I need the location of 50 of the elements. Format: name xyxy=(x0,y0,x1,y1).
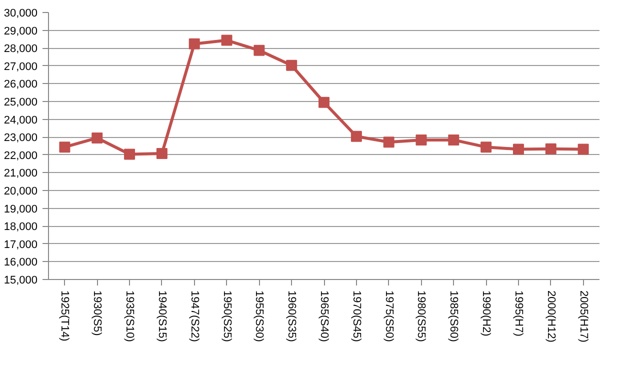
point xyxy=(92,132,103,144)
x-tick-label: 1985(S60) xyxy=(448,290,460,342)
point xyxy=(156,148,168,159)
point xyxy=(254,44,265,56)
x-tick-label: 1960(S35) xyxy=(286,290,298,342)
point xyxy=(59,142,70,153)
point xyxy=(350,130,362,142)
x-tick-label: 1955(S30) xyxy=(253,290,266,342)
x-tick-label: 1995(H7) xyxy=(512,290,524,336)
point xyxy=(512,144,524,155)
x-tick-label: 1975(S50) xyxy=(382,290,395,342)
y-tick-label: 17,000 xyxy=(4,238,38,251)
x-tick-label: 2000(H12) xyxy=(544,290,557,342)
x-tick-label: 2005(H17) xyxy=(577,290,590,342)
x-tick-label: 1970(S45) xyxy=(350,290,362,342)
x-tick-label: 1980(S55) xyxy=(415,290,428,342)
y-tick-label: 24,000 xyxy=(4,114,38,126)
y-tick-label: 21,000 xyxy=(4,168,38,180)
point xyxy=(221,34,232,46)
y-tick-label: 23,000 xyxy=(4,132,38,144)
y-tick-label: 20,000 xyxy=(4,186,38,198)
point xyxy=(416,134,427,146)
point xyxy=(188,38,200,50)
y-tick-label: 18,000 xyxy=(4,221,38,234)
y-tick-label: 16,000 xyxy=(4,256,38,269)
y-tick-label: 26,000 xyxy=(4,78,38,91)
x-tick-label: 1947(S22) xyxy=(188,290,200,342)
y-tick-label: 29,000 xyxy=(4,25,38,38)
x-tick-label: 1965(S40) xyxy=(318,290,330,342)
y-tick-label: 15,000 xyxy=(4,274,38,286)
y-tick-label: 27,000 xyxy=(4,60,38,73)
y-tick-label: 19,000 xyxy=(4,203,38,216)
point xyxy=(480,142,492,153)
point xyxy=(124,148,136,160)
x-tick-label: 1990(H2) xyxy=(480,290,492,336)
y-tick-label: 30,000 xyxy=(4,8,38,20)
point xyxy=(286,60,298,71)
point xyxy=(448,134,460,146)
y-tick-label: 28,000 xyxy=(4,43,38,56)
x-tick-label: 1935(S10) xyxy=(124,290,136,342)
point xyxy=(383,136,394,148)
point xyxy=(545,143,556,154)
x-tick-label: 1940(S15) xyxy=(156,290,168,342)
x-tick-label: 1930(S5) xyxy=(91,290,104,336)
point xyxy=(578,144,589,155)
point xyxy=(318,96,330,108)
y-tick-label: 22,000 xyxy=(4,150,38,162)
x-tick-label: 1925(T14) xyxy=(58,290,71,342)
x-tick-label: 1950(S25) xyxy=(220,290,233,342)
y-tick-label: 25,000 xyxy=(4,96,38,108)
